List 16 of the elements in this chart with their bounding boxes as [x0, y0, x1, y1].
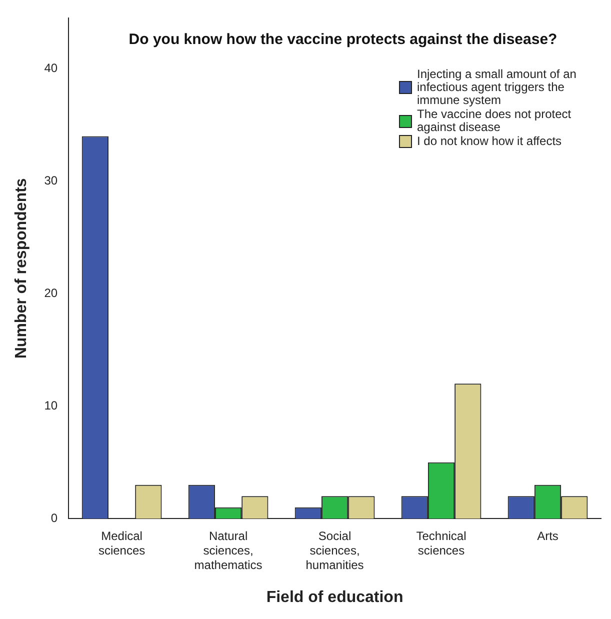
y-axis-title: Number of respondents — [13, 178, 30, 359]
x-tick-label: Technical sciences — [416, 529, 466, 558]
x-tick-label: Medical sciences — [98, 529, 146, 558]
y-tick-label: 20 — [44, 286, 58, 300]
x-axis-title: Field of education — [266, 588, 404, 606]
x-tick-label: Arts — [537, 529, 558, 544]
y-tick-label: 0 — [50, 510, 58, 525]
legend-label: Injecting a small amount of an infectious agent triggers the immune system — [417, 67, 578, 107]
x-tick-label: Social sciences, humanities — [306, 529, 364, 572]
y-tick-label: 40 — [44, 61, 58, 76]
x-tick-label: Natural sciences, mathematics — [194, 529, 262, 572]
text: Do you know how the vaccine protects against the disease? — [128, 31, 558, 48]
y-tick-label: 10 — [44, 398, 58, 412]
y-tick-label: 30 — [44, 174, 58, 188]
legend-label: I do not know how it affects — [417, 134, 562, 148]
legend-label: The vaccine does not protect against disease — [417, 107, 572, 134]
